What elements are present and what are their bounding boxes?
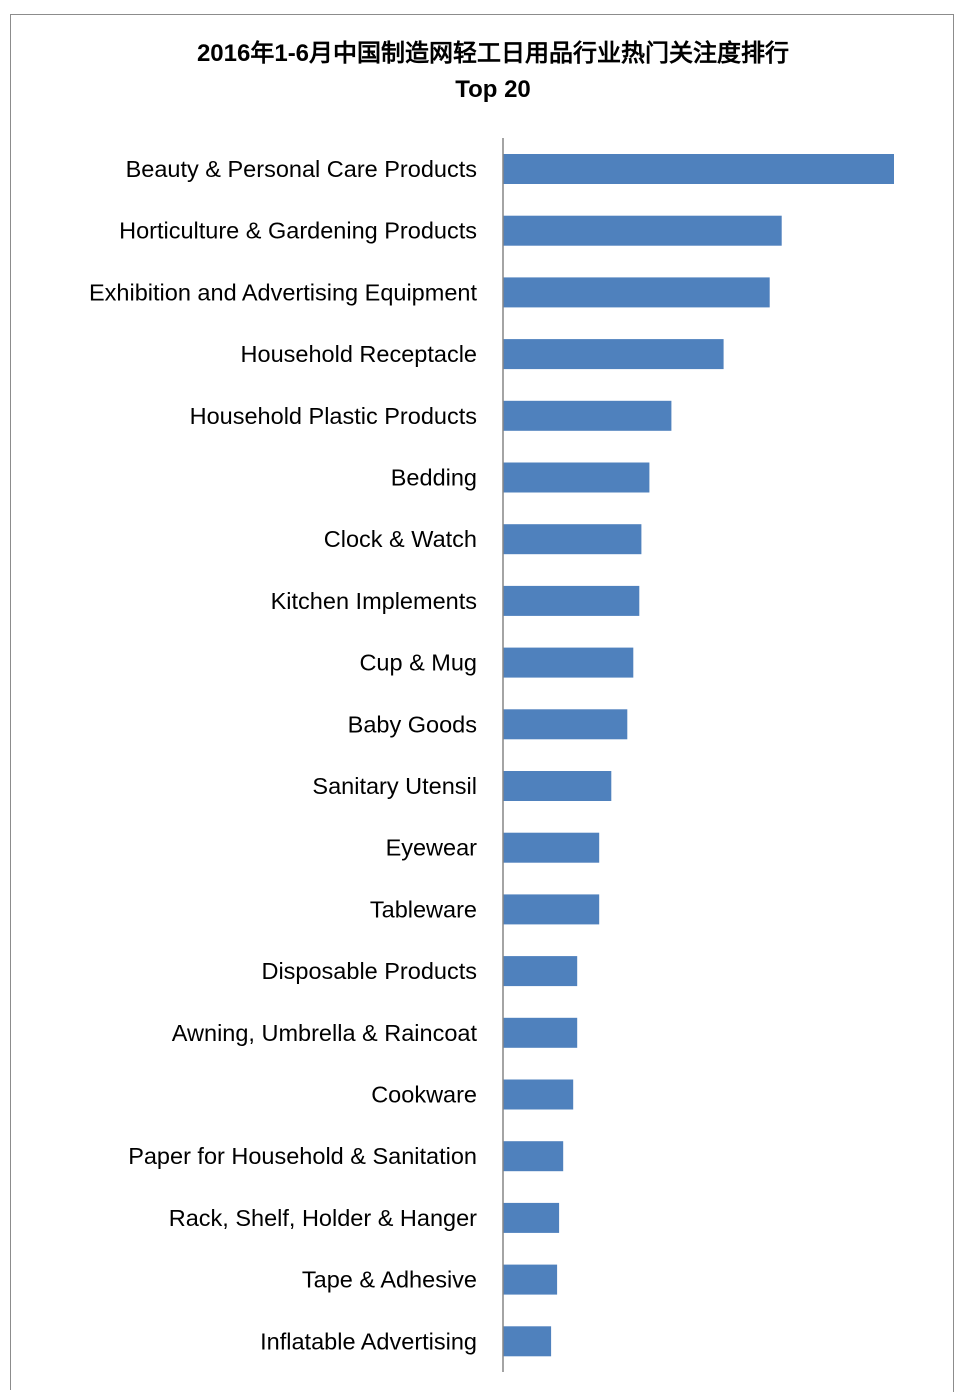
- category-label-6: Clock & Watch: [324, 526, 477, 552]
- bar-8: [503, 647, 634, 678]
- category-label-0: Beauty & Personal Care Products: [126, 156, 477, 182]
- bar-10: [503, 771, 612, 801]
- category-label-5: Bedding: [391, 465, 477, 491]
- category-labels-group: Beauty & Personal Care Products Horticult…: [89, 156, 477, 1354]
- category-label-9: Baby Goods: [348, 711, 477, 737]
- category-label-8: Cup & Mug: [359, 650, 477, 676]
- category-label-13: Disposable Products: [261, 958, 477, 984]
- category-label-10: Sanitary Utensil: [312, 773, 477, 799]
- category-label-4: Household Plastic Products: [190, 403, 477, 429]
- bar-16: [503, 1141, 564, 1172]
- category-label-18: Tape & Adhesive: [302, 1267, 477, 1293]
- bar-11: [503, 832, 600, 863]
- category-label-11: Eyewear: [386, 835, 478, 861]
- category-label-3: Household Receptacle: [241, 341, 477, 367]
- bar-12: [503, 894, 600, 925]
- bar-17: [503, 1202, 560, 1233]
- bar-14: [503, 1017, 578, 1048]
- chart-title: 2016年1-6月中国制造网轻工日用品行业热门关注度排行: [196, 40, 790, 67]
- category-label-12: Tableware: [370, 896, 477, 922]
- bar-7: [503, 585, 640, 616]
- category-label-7: Kitchen Implements: [271, 588, 477, 614]
- bar-4: [503, 400, 672, 431]
- category-label-16: Paper for Household & Sanitation: [128, 1143, 477, 1169]
- bar-5: [503, 462, 650, 493]
- bar-0: [503, 154, 894, 184]
- bar-15: [503, 1079, 574, 1110]
- category-label-19: Inflatable Advertising: [260, 1328, 477, 1354]
- bar-9: [503, 709, 628, 740]
- category-label-1: Horticulture & Gardening Products: [119, 218, 477, 244]
- chart-frame: [10, 14, 954, 1390]
- bar-19: [503, 1326, 552, 1357]
- category-label-15: Cookware: [371, 1082, 477, 1108]
- bars-group: [503, 154, 894, 1357]
- category-label-17: Rack, Shelf, Holder & Hanger: [169, 1205, 477, 1231]
- bar-18: [503, 1264, 558, 1295]
- bar-13: [503, 956, 578, 987]
- bar-6: [503, 524, 642, 555]
- bar-1: [503, 215, 782, 246]
- chart-frame-right-edge: [953, 14, 954, 1392]
- bar-2: [503, 277, 770, 308]
- chart-subtitle: Top 20: [455, 76, 531, 103]
- category-label-14: Awning, Umbrella & Raincoat: [172, 1020, 478, 1046]
- bar-3: [503, 339, 724, 370]
- category-label-2: Exhibition and Advertising Equipment: [89, 279, 477, 305]
